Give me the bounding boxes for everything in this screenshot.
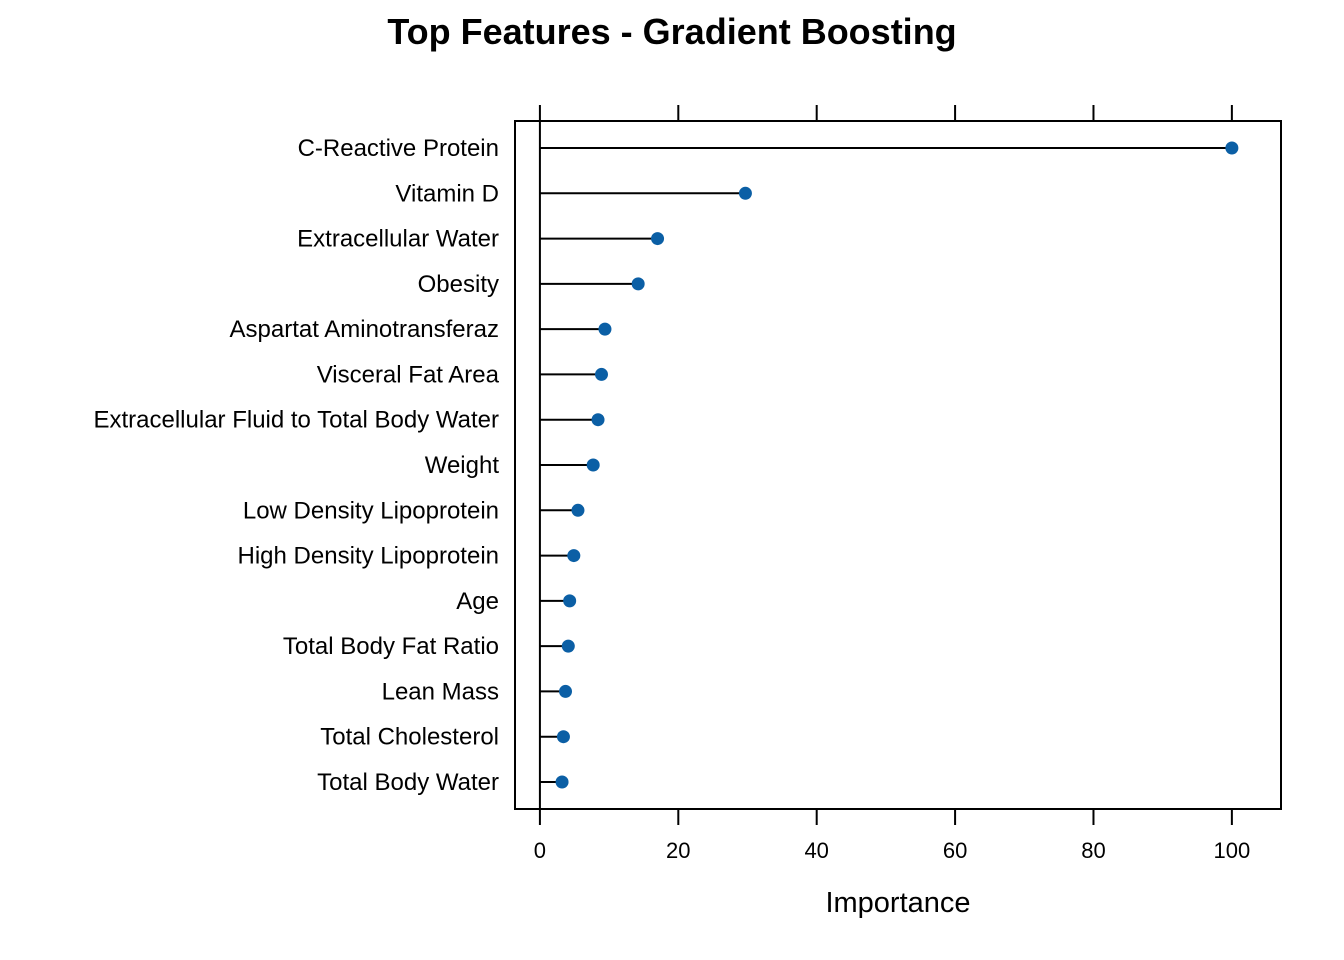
lollipop-point — [571, 503, 585, 517]
category-label: Low Density Lipoprotein — [243, 497, 499, 524]
lollipop-point — [563, 594, 577, 608]
lollipop-series — [539, 141, 1239, 789]
lollipop-point — [1225, 141, 1239, 155]
category-label: High Density Lipoprotein — [238, 543, 499, 570]
category-label: Total Cholesterol — [320, 724, 499, 751]
lollipop-point — [631, 277, 645, 291]
category-label: Lean Mass — [382, 678, 499, 705]
lollipop-point — [556, 730, 570, 744]
lollipop-point — [559, 684, 573, 698]
x-tick-label: 80 — [1081, 838, 1105, 863]
category-label: Extracellular Fluid to Total Body Water — [93, 407, 499, 434]
category-label: Total Body Water — [317, 769, 499, 796]
x-tick-label: 60 — [943, 838, 967, 863]
lollipop-point — [651, 232, 665, 246]
lollipop-point — [591, 413, 605, 427]
category-label: Vitamin D — [395, 180, 499, 207]
plot-frame — [514, 120, 1282, 810]
category-label: C-Reactive Protein — [298, 135, 499, 162]
category-label: Age — [456, 588, 499, 615]
x-tick-label: 40 — [804, 838, 828, 863]
category-label: Extracellular Water — [297, 226, 499, 253]
lollipop-point — [586, 458, 600, 472]
lollipop-point — [594, 367, 608, 381]
chart-title: Top Features - Gradient Boosting — [387, 11, 956, 52]
lollipop-point — [555, 775, 569, 789]
bottom-axis-ticks: 0 20 40 60 80 100 — [534, 809, 1250, 863]
category-labels: C-Reactive Protein Vitamin D Extracellular… — [93, 135, 499, 796]
category-label: Visceral Fat Area — [317, 361, 500, 388]
x-tick-label: 100 — [1214, 838, 1251, 863]
x-axis-title: Importance — [825, 887, 970, 919]
lollipop-point — [598, 322, 612, 336]
x-tick-label: 0 — [534, 838, 546, 863]
x-tick-label: 20 — [666, 838, 690, 863]
category-label: Aspartat Aminotransferaz — [230, 316, 499, 343]
top-axis-ticks — [538, 105, 1233, 121]
lollipop-point — [561, 639, 575, 653]
lollipop-point — [738, 186, 752, 200]
lollipop-point — [567, 549, 581, 563]
category-label: Weight — [425, 452, 500, 479]
category-label: Total Body Fat Ratio — [283, 633, 499, 660]
category-label: Obesity — [418, 271, 499, 298]
